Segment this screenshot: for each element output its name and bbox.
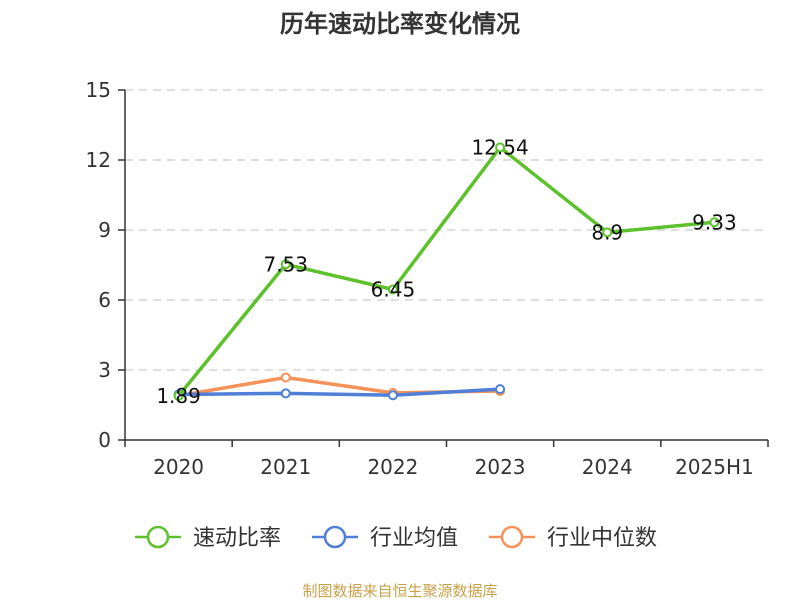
data-label: 8.9 [591, 220, 623, 244]
legend-label: 行业中位数 [547, 526, 657, 551]
data-labels: 1.89 7.53 6.45 12.54 8.9 9.33 [156, 135, 736, 408]
data-label: 6.45 [371, 278, 416, 302]
x-tick-label: 2025H1 [675, 455, 754, 479]
series-point [387, 390, 398, 401]
series-line [176, 145, 717, 398]
series-point [280, 388, 291, 399]
y-tick-label: 6 [98, 288, 111, 312]
legend[interactable]: 速动比率 行业均值 行业中位数 [135, 525, 657, 551]
legend-item[interactable]: 行业均值 [312, 525, 458, 551]
data-label: 9.33 [692, 210, 737, 234]
legend-marker [323, 525, 347, 549]
grid-lines [125, 89, 768, 371]
series-point [495, 142, 506, 153]
series-point [387, 284, 398, 295]
y-tick-label: 15 [86, 78, 111, 102]
y-tick-label: 12 [86, 148, 111, 172]
data-label: 1.89 [156, 384, 201, 408]
series-group [173, 142, 720, 401]
axes: 0 3 6 9 12 15 2020 2021 2022 2023 2024 2025H1 [86, 78, 769, 479]
source-note: 制图数据来自恒生聚源数据库 [302, 582, 497, 600]
y-tick-label: 9 [98, 218, 111, 242]
legend-marker [500, 525, 524, 549]
chart-title: 历年速动比率变化情况 [280, 10, 520, 38]
series-point [173, 390, 184, 401]
legend-label: 行业均值 [370, 526, 458, 551]
legend-label: 速动比率 [193, 526, 281, 551]
legend-item[interactable]: 行业中位数 [489, 525, 657, 551]
x-tick-label: 2020 [153, 455, 204, 479]
data-label: 7.53 [263, 252, 308, 276]
series-point [280, 372, 291, 383]
data-label: 12.54 [471, 135, 528, 159]
series-point [602, 227, 613, 238]
legend-marker [146, 525, 170, 549]
y-tick-label: 3 [98, 358, 111, 382]
legend-item[interactable]: 速动比率 [135, 525, 281, 551]
series-point [495, 384, 506, 395]
x-tick-label: 2024 [582, 455, 633, 479]
x-tick-label: 2023 [475, 455, 526, 479]
x-tick-label: 2021 [260, 455, 311, 479]
y-tick-label: 0 [98, 428, 111, 452]
x-tick-label: 2022 [367, 455, 418, 479]
series-point [280, 259, 291, 270]
series-point [709, 217, 720, 228]
series-line [176, 387, 502, 397]
